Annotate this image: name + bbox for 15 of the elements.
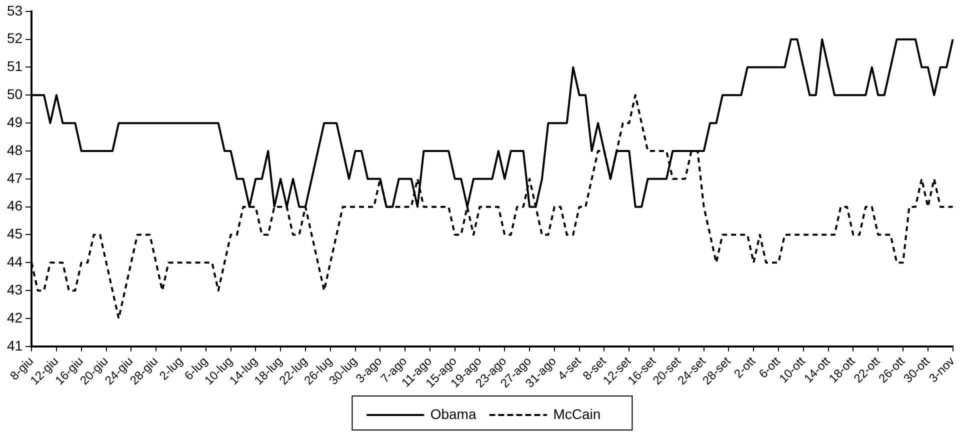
y-tick-label: 49 [6, 114, 23, 130]
y-tick-label: 41 [6, 337, 23, 354]
y-tick-label: 43 [6, 281, 23, 298]
y-tick-label: 47 [6, 170, 23, 186]
y-tick-label: 45 [6, 226, 23, 242]
y-tick-label: 51 [6, 58, 23, 74]
y-tick-label: 42 [6, 309, 23, 326]
y-tick-label: 53 [6, 2, 23, 18]
y-tick-label: 46 [6, 198, 23, 214]
legend-label: Obama [430, 406, 476, 422]
y-tick-label: 44 [6, 254, 23, 270]
y-tick-label: 48 [6, 142, 23, 158]
legend-label: McCain [553, 406, 601, 422]
y-tick-label: 52 [6, 30, 23, 46]
y-tick-label: 50 [6, 86, 23, 102]
